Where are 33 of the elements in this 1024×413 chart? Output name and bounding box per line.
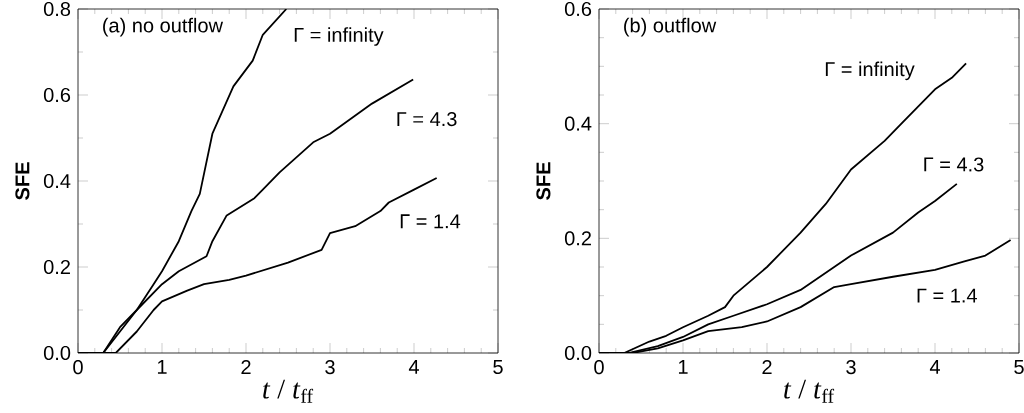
series-label: Γ = infinity — [825, 61, 915, 81]
x-tick-label: 4 — [408, 360, 419, 374]
x-tick-label: 0 — [594, 360, 604, 375]
x-tick-label: 4 — [929, 360, 940, 374]
chart-title: (b) outflow — [624, 17, 717, 37]
series-label: Γ = 4.3 — [397, 112, 457, 127]
text: 0.0 — [564, 345, 592, 361]
x-tick-label: 0 — [73, 360, 83, 375]
y-tick-label: 0.4 — [564, 116, 592, 131]
chart-title: (a) no outflow — [103, 17, 224, 37]
y-tick-label: 0.8 — [43, 1, 71, 17]
x-tick-label: 5 — [493, 360, 503, 374]
x-tick-label: 1 — [678, 360, 688, 374]
series-label: Γ = 4.3 — [924, 157, 984, 172]
y-axis-title: SFE — [536, 162, 551, 200]
x-tick-label: 1 — [157, 360, 167, 374]
y-tick-label: 0.2 — [564, 231, 591, 246]
y-tick-label: 0.6 — [43, 87, 71, 103]
y-tick-label: 0.6 — [564, 1, 592, 17]
y-tick-label: 0.4 — [43, 173, 71, 189]
x-tick-label: 3 — [325, 360, 335, 375]
text: 0.0 — [43, 345, 71, 361]
x-tick-label: 5 — [1014, 360, 1024, 374]
series-label: Γ = 1.4 — [917, 288, 977, 303]
x-tick-label: 2 — [241, 360, 251, 374]
series-label: Γ = 1.4 — [400, 214, 461, 229]
y-tick-label: 0.2 — [43, 259, 70, 275]
x-axis-title: t / t$_{ff}$ — [263, 379, 314, 403]
y-axis-title: SFE — [15, 162, 30, 200]
x-tick-label: 3 — [846, 360, 856, 375]
x-axis-title: t / t$_{ff}$ — [784, 379, 835, 403]
series-label: Γ = infinity — [294, 27, 384, 46]
x-tick-label: 2 — [762, 360, 772, 374]
